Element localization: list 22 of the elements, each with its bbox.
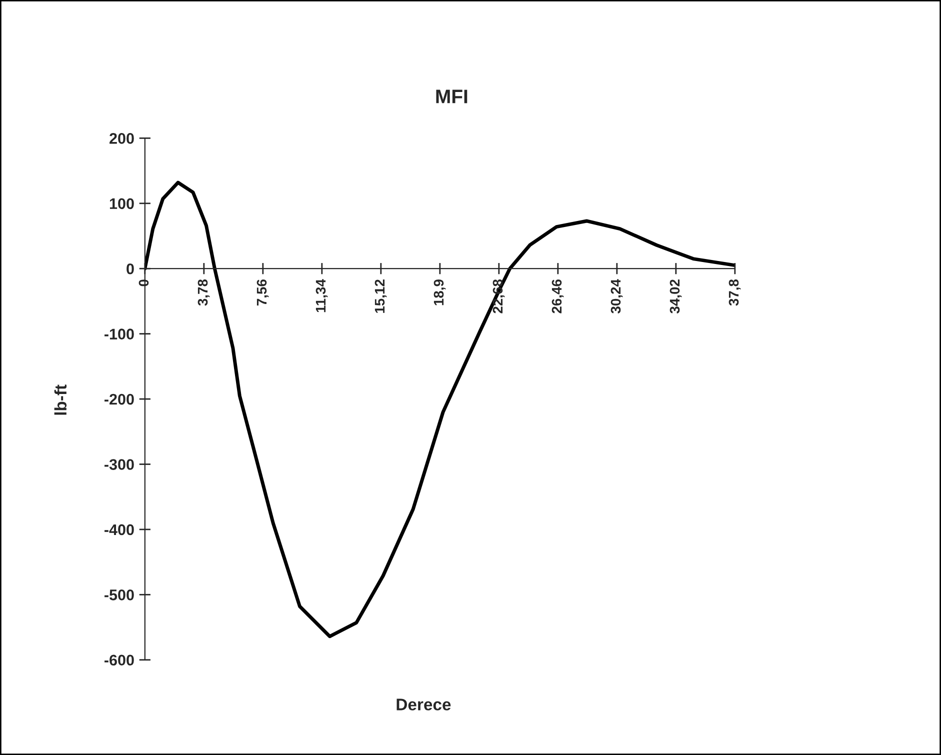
x-tick-label: 3,78 <box>198 279 210 306</box>
x-tick-label: 34,02 <box>670 280 682 314</box>
y-tick-label: -400 <box>104 524 134 536</box>
x-tick-label: 22,68 <box>492 279 505 314</box>
x-tick-label: 30,24 <box>610 279 623 314</box>
y-tick-label: -200 <box>104 394 134 405</box>
chart-title: MFI <box>436 90 468 104</box>
y-tick-label: -600 <box>104 654 134 666</box>
y-tick-label: 200 <box>110 133 134 144</box>
y-axis-title: lb-ft <box>54 384 67 415</box>
x-tick-label: 37,8 <box>728 279 741 306</box>
x-tick-label: 15,12 <box>374 280 387 313</box>
y-tick-label: -300 <box>104 459 134 470</box>
x-tick-label: 26,46 <box>552 280 564 314</box>
x-tick-label: 18,9 <box>434 280 446 306</box>
y-tick-label: -500 <box>104 590 134 600</box>
y-tick-label: 100 <box>110 198 134 210</box>
y-tick-label: 0 <box>126 263 134 274</box>
y-tick-label: -100 <box>104 328 134 340</box>
x-axis-title: Derece <box>396 698 451 710</box>
x-tick-label: 7,56 <box>256 280 269 306</box>
x-tick-label: 11,34 <box>316 279 328 312</box>
